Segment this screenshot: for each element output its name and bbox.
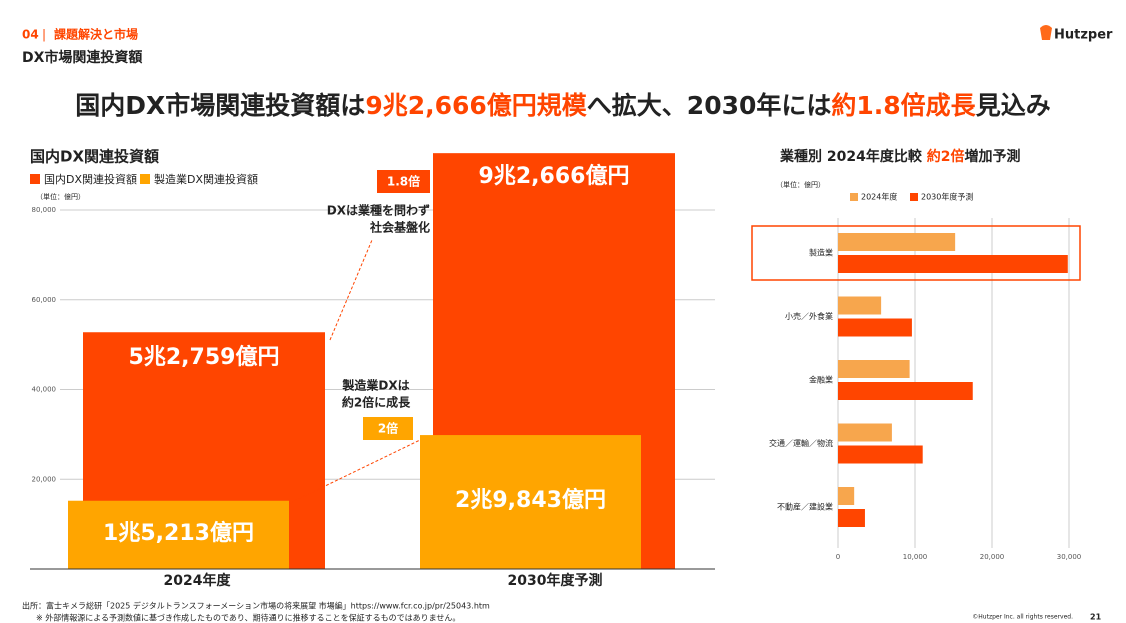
badge-label: 2倍 xyxy=(378,421,398,436)
headline: 国内DX市場関連投資額は9兆2,666億円規模へ拡大、2030年には約1.8倍成… xyxy=(75,91,1050,120)
legend-swatch xyxy=(30,174,40,184)
unit-label: （単位：億円） xyxy=(36,192,85,201)
badge-label: 1.8倍 xyxy=(387,174,420,189)
x-tick-label: 30,000 xyxy=(1057,553,1082,561)
y-tick-label: 製造業 xyxy=(809,248,833,258)
logo-text: Hutzper xyxy=(1054,28,1113,43)
bar xyxy=(420,435,641,569)
bar xyxy=(838,445,923,464)
x-tick-label: 10,000 xyxy=(903,553,928,561)
x-tick-label: 2024年度 xyxy=(164,572,232,589)
bar xyxy=(838,487,855,505)
y-tick-label: 60,000 xyxy=(32,296,57,304)
annotation-text: 社会基盤化 xyxy=(369,220,430,235)
y-tick-label: 交通／運輸／物流 xyxy=(769,438,833,448)
headline-part: 国内DX市場関連投資額は xyxy=(75,91,365,120)
badge xyxy=(363,417,413,440)
y-tick-label: 小売／外食業 xyxy=(785,311,833,321)
source: 出所：富士キメラ総研「2025 デジタルトランスフォーメーション市場の将来展望 … xyxy=(22,601,490,611)
headline-part: へ拡大、2030年には xyxy=(587,91,832,120)
chart-title: 国内DX関連投資額 xyxy=(30,148,159,166)
legend-swatch xyxy=(140,174,150,184)
value-label: 2兆9,843億円 xyxy=(455,487,606,513)
unit-label: （単位：億円） xyxy=(776,180,825,189)
annotation-text: 約2倍に成長 xyxy=(342,395,411,410)
copyright: ©Hutzper Inc. all rights reserved. xyxy=(972,614,1073,621)
page-number: 21 xyxy=(1090,613,1102,622)
bar xyxy=(838,423,892,442)
x-tick-label: 0 xyxy=(836,553,840,561)
connector xyxy=(329,239,373,341)
bar xyxy=(838,382,973,400)
headline-part: 見込み xyxy=(976,91,1051,120)
chart-title-highlight: 約2倍 xyxy=(927,148,965,165)
slide-subtitle: DX市場関連投資額 xyxy=(22,49,142,66)
value-label: 1兆5,213億円 xyxy=(103,520,254,546)
chart-title: 業種別 2024年度比較 約2倍増加予測 xyxy=(779,148,1020,165)
section-number: 04 xyxy=(22,28,39,42)
y-tick-label: 金融業 xyxy=(809,375,833,385)
badge xyxy=(377,170,430,193)
x-tick-label: 20,000 xyxy=(980,553,1005,561)
y-tick-label: 40,000 xyxy=(32,386,57,394)
logo-icon xyxy=(1040,25,1052,40)
annotation-text: 製造業DXは xyxy=(341,378,409,393)
bar xyxy=(838,296,882,315)
connector xyxy=(289,439,421,504)
bar xyxy=(838,255,1068,273)
legend-label: 国内DX関連投資額 xyxy=(44,172,137,186)
headline-highlight: 約1.8倍成長 xyxy=(831,91,976,120)
value-label: 5兆2,759億円 xyxy=(129,344,280,370)
section-title: 課題解決と市場 xyxy=(54,27,138,42)
bar xyxy=(838,509,865,527)
legend-swatch xyxy=(910,193,918,201)
legend-label: 製造業DX関連投資額 xyxy=(154,172,258,186)
annotation-text: DXは業種を問わず xyxy=(327,203,430,218)
note: ※ 外部情報源による予測数値に基づき作成したものであり、期待通りに推移することを… xyxy=(36,613,460,623)
bar xyxy=(838,318,912,337)
bar xyxy=(838,233,956,251)
chart-title-part: 増加予測 xyxy=(964,148,1020,165)
headline-highlight: 9兆2,666億円規模 xyxy=(365,91,587,120)
legend-label: 2030年度予測 xyxy=(921,192,973,202)
section-divider: | xyxy=(42,28,46,42)
legend-label: 2024年度 xyxy=(861,192,897,202)
highlight-box xyxy=(751,225,1081,281)
bar xyxy=(838,360,910,378)
y-tick-label: 80,000 xyxy=(32,206,57,214)
legend-swatch xyxy=(850,193,858,201)
bar xyxy=(68,500,289,569)
chart-title-part: 業種別 2024年度比較 xyxy=(779,148,927,165)
x-tick-label: 2030年度予測 xyxy=(508,572,603,589)
y-tick-label: 20,000 xyxy=(32,475,57,483)
y-tick-label: 不動産／建設業 xyxy=(777,502,833,512)
value-label: 9兆2,666億円 xyxy=(479,163,630,189)
